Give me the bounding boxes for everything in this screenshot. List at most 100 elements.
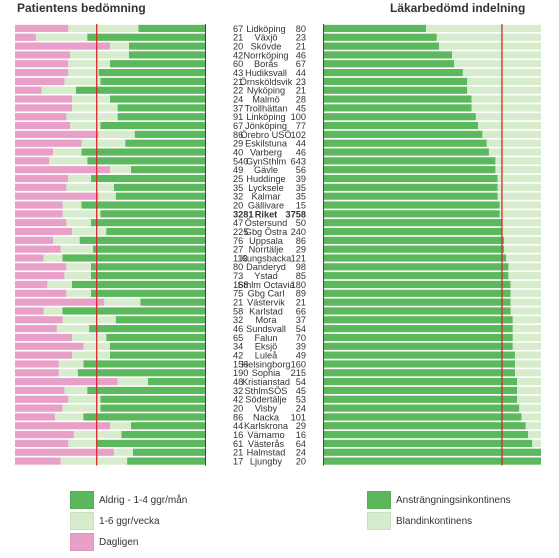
bar-vecka xyxy=(68,24,139,33)
bar-vecka xyxy=(35,33,88,41)
bar-anstrangning xyxy=(324,192,498,200)
bar-dagligen xyxy=(15,360,59,368)
bar-bland xyxy=(482,130,541,138)
row-clinic-name: Norrköping xyxy=(244,50,289,60)
bar-anstrangning xyxy=(324,263,509,271)
bar-aldrig xyxy=(100,395,205,403)
bar-dagligen xyxy=(15,298,105,306)
bar-aldrig xyxy=(62,307,205,315)
row-left-count: 24 xyxy=(233,94,243,104)
row-clinic-name: Eskilstuna xyxy=(245,139,288,149)
bar-aldrig xyxy=(87,157,205,165)
bar-bland xyxy=(504,245,541,253)
bar-anstrangning xyxy=(324,316,513,324)
bar-aldrig xyxy=(110,95,205,103)
bar-vecka xyxy=(72,227,107,236)
bar-vecka xyxy=(43,254,63,262)
row-clinic-name: Kristianstad xyxy=(242,377,290,387)
bar-bland xyxy=(467,77,541,85)
bar-anstrangning xyxy=(324,245,505,253)
bar-dagligen xyxy=(15,24,69,33)
row-right-count: 643 xyxy=(291,156,306,166)
bar-anstrangning xyxy=(324,77,468,85)
row-right-count: 21 xyxy=(296,86,306,96)
bar-dagligen xyxy=(15,113,67,121)
row-clinic-name: Södertälje xyxy=(245,395,286,405)
bar-dagligen xyxy=(15,148,53,156)
bar-aldrig xyxy=(121,430,205,439)
row-clinic-name: Luleå xyxy=(255,351,278,361)
bar-aldrig xyxy=(83,360,205,368)
bar-bland xyxy=(499,201,541,209)
row-clinic-name: Ystad xyxy=(254,271,278,281)
row-right-count: 21 xyxy=(296,41,306,51)
bar-bland xyxy=(478,121,541,130)
bar-vecka xyxy=(47,280,72,289)
bar-aldrig xyxy=(92,245,205,253)
bar-aldrig xyxy=(132,448,205,456)
row-right-count: 49 xyxy=(296,351,306,361)
bar-vecka xyxy=(62,201,82,209)
bar-vecka xyxy=(66,263,91,271)
bar-dagligen xyxy=(15,236,53,244)
bar-vecka xyxy=(68,68,99,77)
bar-dagligen xyxy=(15,413,55,421)
bar-bland xyxy=(495,157,541,165)
bar-anstrangning xyxy=(324,157,496,165)
legend-swatch xyxy=(70,533,94,551)
bar-anstrangning xyxy=(324,68,463,77)
row-left-count: 40 xyxy=(233,147,243,157)
row-clinic-name: Lidköping xyxy=(246,24,285,34)
bar-vecka xyxy=(64,77,101,85)
bar-anstrangning xyxy=(324,404,520,412)
bar-bland xyxy=(508,263,541,271)
bar-anstrangning xyxy=(324,378,518,386)
row-left-count: 47 xyxy=(233,218,243,228)
bar-anstrangning xyxy=(324,130,483,138)
row-left-count: 80 xyxy=(233,262,243,272)
bar-anstrangning xyxy=(324,298,511,306)
bar-vecka xyxy=(64,386,88,395)
row-right-count: 23 xyxy=(296,33,306,43)
row-right-count: 86 xyxy=(296,236,306,246)
bar-dagligen xyxy=(15,316,63,324)
bar-vecka xyxy=(70,121,101,130)
bar-dagligen xyxy=(15,333,72,342)
bar-anstrangning xyxy=(324,201,500,209)
row-left-count: 61 xyxy=(233,439,243,449)
bar-anstrangning xyxy=(324,95,472,103)
bar-anstrangning xyxy=(324,430,528,439)
bar-dagligen xyxy=(15,201,63,209)
bar-dagligen xyxy=(15,325,57,333)
row-clinic-name: Nacka xyxy=(253,412,280,422)
row-right-count: 102 xyxy=(291,130,306,140)
bar-aldrig xyxy=(127,457,205,465)
bar-bland xyxy=(471,95,541,103)
legend-item-vecka: 1-6 ggr/vecka xyxy=(70,512,160,530)
row-clinic-name: Karlskrona xyxy=(244,421,289,431)
bar-aldrig xyxy=(115,316,205,324)
bar-dagligen xyxy=(15,307,44,315)
bar-aldrig xyxy=(91,219,205,227)
row-clinic-name: Riket xyxy=(255,209,277,219)
bar-anstrangning xyxy=(324,148,489,156)
row-clinic-name: Linköping xyxy=(246,112,285,122)
bar-bland xyxy=(452,51,541,59)
bar-dagligen xyxy=(15,422,110,430)
row-right-count: 50 xyxy=(296,218,306,228)
bar-bland xyxy=(475,113,541,121)
bar-bland xyxy=(525,422,541,430)
bar-vecka xyxy=(66,183,114,191)
row-right-count: 35 xyxy=(296,192,306,202)
row-left-count: 21 xyxy=(233,33,243,43)
legend-swatch xyxy=(70,512,94,530)
bar-vecka xyxy=(68,60,110,68)
bar-vecka xyxy=(58,369,78,377)
row-right-count: 160 xyxy=(291,359,306,369)
bar-dagligen xyxy=(15,219,67,227)
bar-vecka xyxy=(41,86,76,94)
bar-dagligen xyxy=(15,157,50,165)
bar-bland xyxy=(510,307,541,315)
bar-vecka xyxy=(66,289,91,297)
row-right-count: 29 xyxy=(296,245,306,255)
